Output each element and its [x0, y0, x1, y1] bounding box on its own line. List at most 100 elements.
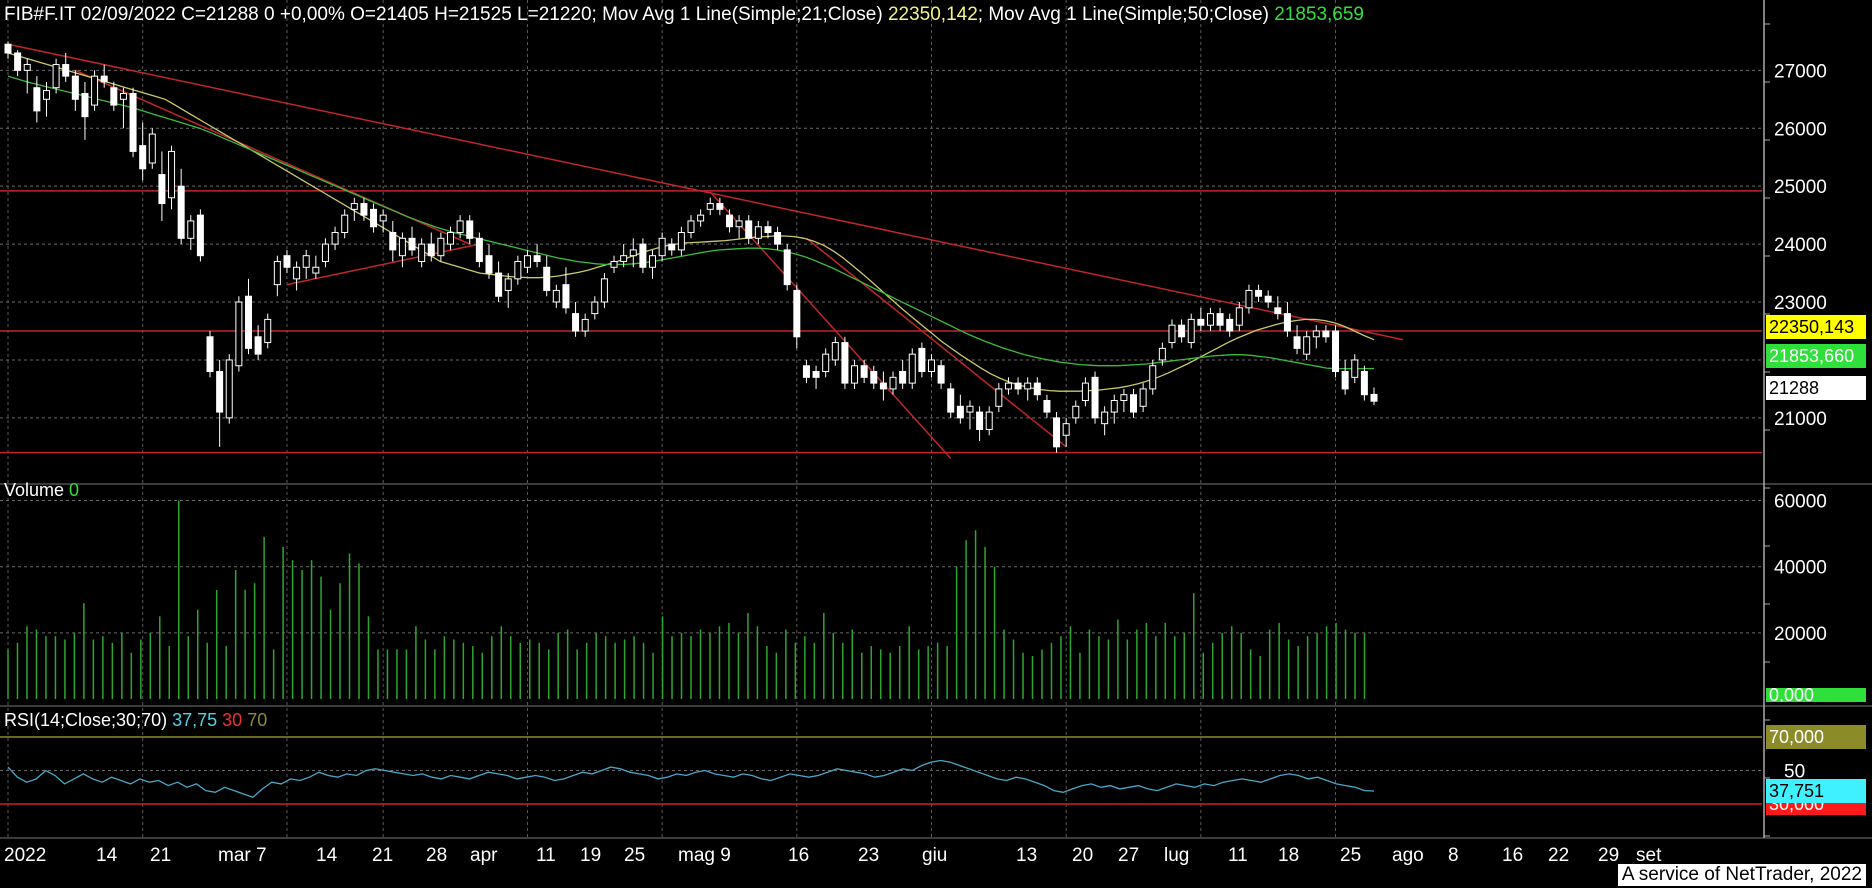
rsi-value-tag: 37,751: [1766, 779, 1866, 803]
candle-body-down: [475, 237, 483, 262]
candle-body-down: [196, 214, 204, 257]
candle-body-down: [1341, 371, 1349, 390]
candle-body-up: [225, 359, 233, 419]
candle-body-up: [187, 220, 195, 239]
candle-body-down: [572, 313, 580, 332]
ma50-line: [7, 75, 1375, 370]
price-tick-label: 27000: [1774, 61, 1827, 82]
candle-body-down: [1293, 336, 1301, 349]
candle-body-down: [4, 43, 12, 54]
candle-body-down: [1322, 330, 1330, 338]
rsi-high-tag: 70,000: [1766, 725, 1866, 749]
candle-body-up: [341, 214, 349, 234]
candle-body-up: [302, 255, 310, 268]
candle-body-up: [148, 133, 156, 164]
volume-tick-label: 60000: [1774, 492, 1827, 513]
candle-body-down: [1332, 330, 1340, 373]
ma21-line: [7, 52, 1375, 392]
candle-body-down: [745, 220, 753, 239]
candle-body-down: [1226, 318, 1234, 332]
candle-body-down: [764, 226, 772, 234]
price-tick-label: 23000: [1774, 293, 1827, 314]
candle-body-down: [774, 232, 782, 245]
candle-body-up: [523, 255, 531, 268]
candle-body-up: [581, 318, 589, 332]
time-tick-label: 14: [96, 845, 118, 866]
candle-body-up: [649, 255, 657, 268]
candle-body-up: [1072, 405, 1080, 419]
candle-body-down: [562, 284, 570, 309]
candle-body-down: [14, 52, 22, 71]
volume-bars-layer: [7, 500, 1366, 699]
candle-body-down: [918, 347, 926, 373]
time-tick-label: 13: [1016, 845, 1037, 866]
ma21-tag: 22350,143: [1766, 315, 1866, 339]
price-tick-label: 24000: [1774, 235, 1827, 256]
candle-body-down: [244, 295, 252, 349]
time-tick-label: 25: [624, 845, 645, 866]
candle-body-up: [119, 93, 127, 100]
candle-body-down: [1053, 417, 1061, 448]
time-tick-label: 18: [1278, 845, 1299, 866]
candle-body-up: [697, 214, 705, 222]
candle-body-up: [706, 203, 714, 210]
candle-body-up: [591, 301, 599, 315]
candle-body-down: [110, 87, 118, 106]
candle-body-down: [899, 371, 907, 384]
candle-body-down: [254, 336, 262, 355]
ma50-label: ; Mov Avg 1 Line(Simple;50;Close): [977, 4, 1275, 25]
candle-body-up: [1158, 347, 1166, 361]
candle-body-down: [1264, 295, 1272, 303]
candle-body-up: [1351, 359, 1359, 378]
candle-body-down: [427, 243, 435, 257]
candle-body-up: [168, 150, 176, 199]
candle-body-up: [610, 260, 618, 268]
time-tick-label: apr: [470, 845, 498, 866]
trendline: [805, 237, 1067, 448]
candle-body-down: [1283, 313, 1291, 332]
axes-layer: 2100022000230002400025000260002700020000…: [0, 0, 1872, 866]
candle-body-down: [725, 214, 733, 228]
candle-body-down: [937, 365, 945, 384]
time-tick-label: 20: [1072, 845, 1093, 866]
horizontal-levels: [0, 190, 1762, 454]
candle-body-up: [398, 237, 406, 257]
candle-body-up: [456, 220, 464, 234]
rsi-label-low: 30: [222, 710, 243, 730]
candle-body-down: [639, 243, 647, 268]
candle-body-up: [1245, 289, 1253, 309]
close-tag: 21288: [1766, 376, 1866, 400]
candle-body-up: [379, 214, 387, 222]
candle-body-up: [985, 411, 993, 430]
rsi-label-high: 70: [247, 710, 268, 730]
volume-label-name: Volume: [4, 480, 70, 500]
time-tick-label: giu: [922, 845, 947, 866]
ma21-label: ; Mov Avg 1 Line(Simple;21;Close): [591, 4, 888, 25]
candle-body-down: [1014, 382, 1022, 390]
candle-body-up: [293, 266, 301, 280]
candle-body-down: [71, 75, 79, 100]
rsi-tick-label: 50: [1784, 762, 1805, 783]
candle-body-down: [139, 145, 147, 170]
time-tick-label: 27: [1118, 845, 1139, 866]
time-tick-label: 16: [788, 845, 809, 866]
candle-body-up: [735, 220, 743, 228]
candle-body-up: [1081, 382, 1089, 401]
candle-body-down: [408, 237, 416, 251]
grid-layer: [0, 0, 1762, 838]
time-tick-label: 21: [372, 845, 393, 866]
time-tick-label: mar 7: [218, 845, 267, 866]
candle-body-up: [1312, 330, 1320, 338]
candle-body-up: [418, 243, 426, 262]
price-tick-label: 25000: [1774, 177, 1827, 198]
candle-body-down: [1370, 393, 1378, 402]
candle-body-down: [206, 336, 214, 373]
candle-body-down: [495, 272, 503, 297]
candle-body-up: [1139, 388, 1147, 407]
candle-body-up: [1235, 307, 1243, 326]
candle-body-up: [889, 376, 897, 390]
candle-body-up: [235, 301, 243, 367]
candle-body-up: [91, 75, 99, 106]
candle-body-up: [1149, 365, 1157, 390]
candle-body-down: [389, 232, 397, 251]
